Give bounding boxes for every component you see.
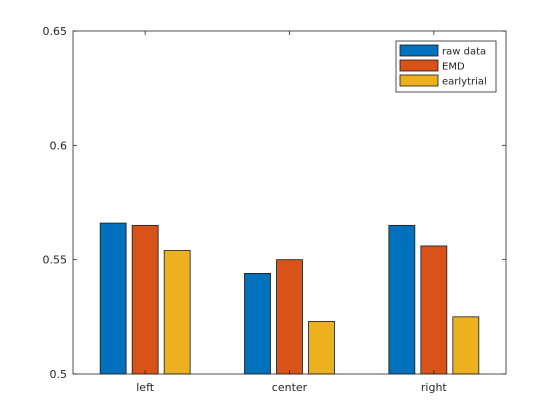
bar-left-EMD — [131, 224, 159, 375]
legend-swatch-raw-data — [399, 44, 439, 57]
x-axis-ticks: left center right — [136, 31, 447, 394]
bars-group — [99, 222, 480, 375]
x-tick-label: left — [136, 381, 155, 394]
legend-label: earlytrial — [442, 77, 487, 88]
legend-label: EMD — [442, 62, 465, 73]
x-tick-label: right — [421, 381, 448, 394]
bar-right-raw-data — [388, 224, 416, 375]
bar-left-earlytrial — [163, 250, 191, 375]
legend-swatch-earlytrial — [399, 74, 439, 87]
legend-swatch-EMD — [399, 59, 439, 72]
y-tick-label: 0.6 — [50, 139, 68, 152]
y-tick-label: 0.65 — [43, 25, 68, 38]
plot-area-frame — [72, 30, 507, 375]
bar-center-raw-data — [244, 272, 271, 375]
bar-right-EMD — [420, 245, 448, 375]
bar-left-raw-data — [99, 222, 127, 375]
legend: raw data EMD earlytrial — [395, 40, 497, 93]
bar-center-EMD — [276, 259, 303, 375]
bar-right-earlytrial — [452, 316, 480, 375]
bar-center-earlytrial — [308, 321, 335, 375]
y-tick-label: 0.55 — [43, 254, 68, 267]
x-tick-label: center — [272, 381, 308, 394]
legend-label: raw data — [442, 47, 486, 58]
y-tick-label: 0.5 — [50, 368, 68, 381]
